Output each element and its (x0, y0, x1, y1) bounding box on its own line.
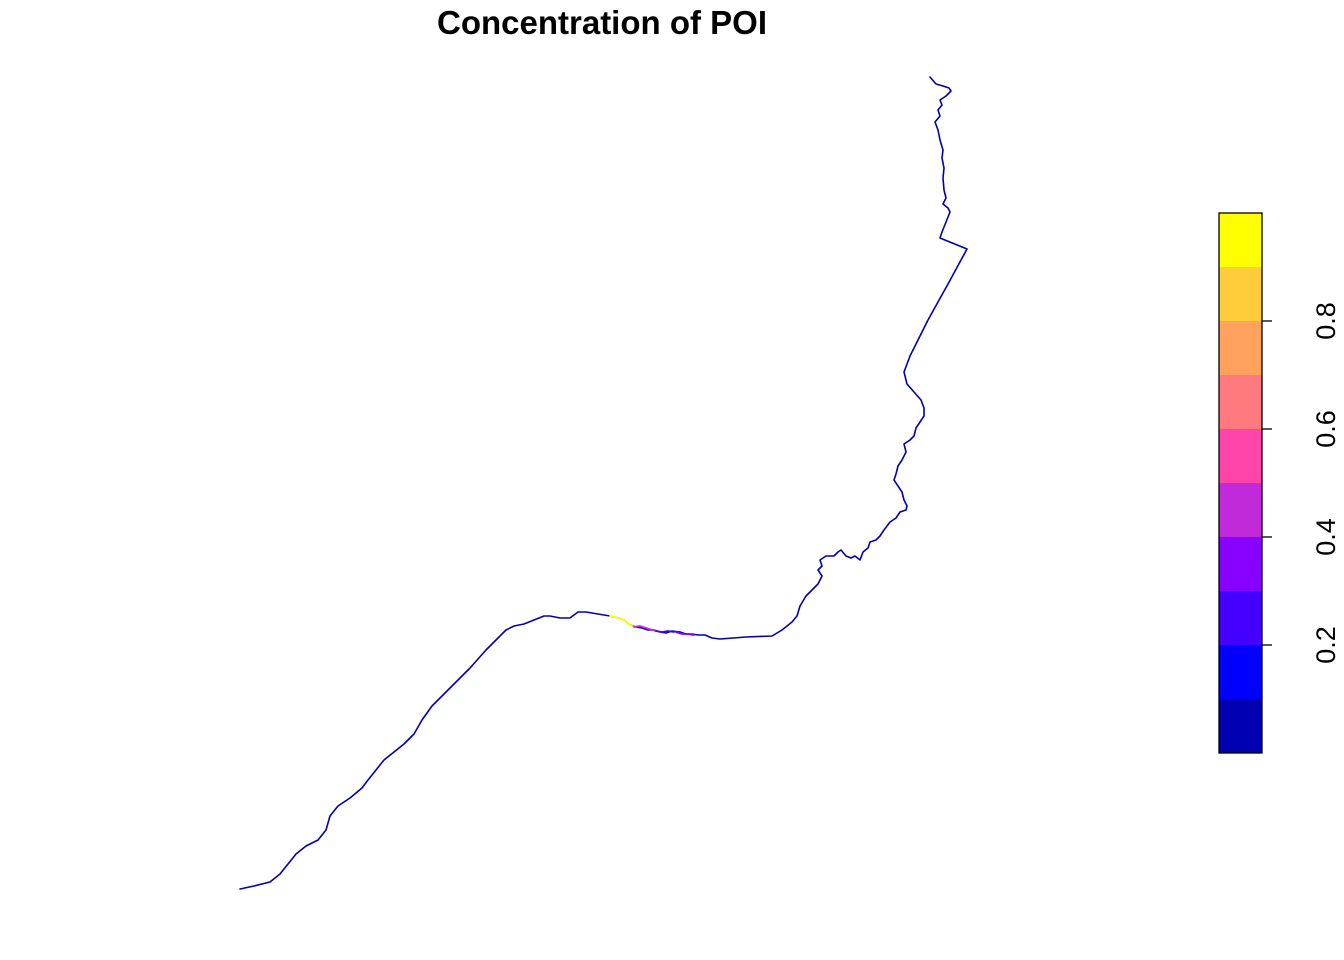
color-legend: 0.2 0.4 0.6 0.8 (1218, 212, 1341, 754)
legend-tick-label: 0.4 (1311, 518, 1341, 556)
legend-color-bin (1219, 537, 1262, 591)
plot-title: Concentration of POI (437, 4, 767, 41)
river-segment-1 (609, 615, 635, 628)
legend-tick-label: 0.8 (1311, 302, 1341, 340)
river-network (239, 76, 968, 890)
legend-color-bin (1219, 699, 1262, 753)
legend-color-bin (1219, 375, 1262, 429)
legend-color-bin (1219, 645, 1262, 699)
legend-color-bin (1219, 483, 1262, 537)
legend-color-bin (1219, 213, 1262, 267)
legend-tick-label: 0.6 (1311, 410, 1341, 448)
legend-color-bin (1219, 321, 1262, 375)
legend-color-bin (1219, 429, 1262, 483)
river-main-channel (239, 76, 968, 890)
river-segment-3 (675, 631, 695, 636)
legend-color-bin (1219, 591, 1262, 645)
legend-tick-label: 0.2 (1311, 626, 1341, 664)
river-segment-2 (633, 625, 657, 632)
legend-color-bin (1219, 267, 1262, 321)
legend-frame (1218, 212, 1263, 754)
river-segment-4 (655, 630, 675, 633)
